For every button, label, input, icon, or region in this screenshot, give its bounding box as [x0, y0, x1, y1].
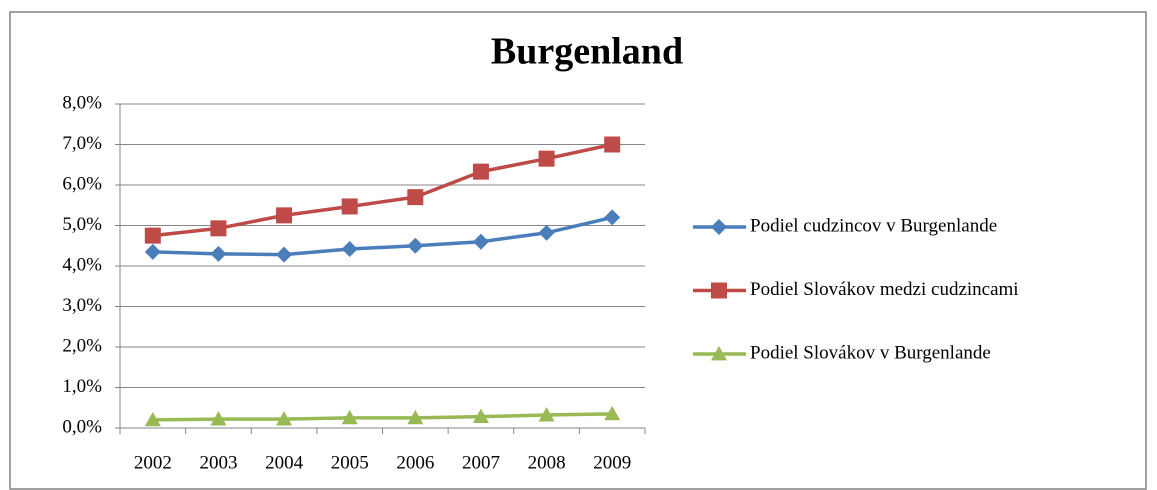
- series-line: [152, 142, 613, 238]
- data-point: [472, 233, 489, 250]
- legend-marker: [711, 219, 727, 235]
- data-point: [538, 150, 555, 167]
- data-point: [276, 246, 293, 263]
- data-point: [144, 227, 161, 244]
- y-tick-label: 6,0%: [62, 173, 102, 194]
- y-tick-label: 2,0%: [62, 335, 102, 356]
- data-point: [276, 207, 293, 224]
- data-point: [407, 237, 424, 254]
- chart-border: [9, 11, 1147, 490]
- x-tick-label: 2004: [265, 452, 304, 473]
- chart-title: Burgenland: [491, 31, 683, 73]
- data-point: [604, 136, 621, 153]
- series-line: [152, 215, 613, 257]
- data-point: [604, 405, 621, 421]
- x-tick-label: 2002: [134, 452, 172, 473]
- data-point: [144, 411, 161, 427]
- x-tick-label: 2008: [528, 452, 566, 473]
- y-tick-label: 3,0%: [62, 295, 102, 316]
- x-tick-label: 2005: [331, 452, 369, 473]
- y-tick-label: 0,0%: [62, 416, 102, 437]
- x-tick-label: 2006: [396, 452, 434, 473]
- legend-label: Podiel Slovákov v Burgenlande: [750, 342, 991, 363]
- y-tick-label: 7,0%: [62, 133, 102, 154]
- data-point: [407, 409, 424, 425]
- legend-marker: [711, 282, 727, 299]
- y-tick-label: 8,0%: [62, 92, 102, 113]
- data-point: [538, 224, 555, 241]
- y-tick-label: 1,0%: [62, 376, 102, 397]
- series-line: [152, 412, 613, 422]
- data-point: [210, 220, 227, 237]
- data-point: [407, 189, 424, 206]
- legend-marker: [711, 346, 727, 361]
- data-point: [538, 407, 555, 422]
- x-tick-label: 2003: [199, 452, 237, 473]
- data-point: [276, 411, 293, 426]
- data-point: [604, 209, 621, 226]
- legend-label: Podiel Slovákov medzi cudzincami: [750, 279, 1019, 300]
- data-point: [341, 198, 358, 215]
- y-tick-label: 5,0%: [62, 214, 102, 235]
- data-point: [341, 409, 358, 425]
- y-tick-label: 4,0%: [62, 254, 102, 275]
- x-tick-label: 2007: [462, 452, 500, 473]
- data-point: [472, 163, 489, 180]
- legend-label: Podiel cudzincov v Burgenlande: [750, 215, 997, 236]
- data-point: [341, 240, 358, 257]
- data-point: [144, 243, 161, 260]
- data-point: [210, 411, 227, 426]
- data-point: [472, 408, 489, 424]
- x-tick-label: 2009: [593, 452, 631, 473]
- data-point: [210, 245, 227, 262]
